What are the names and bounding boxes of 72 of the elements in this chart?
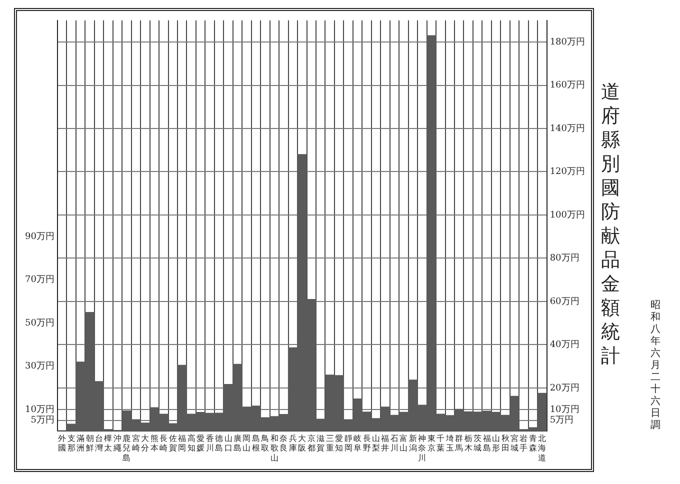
x-tick-label: 福岡	[178, 434, 186, 453]
x-tick-label: 福島	[482, 434, 491, 453]
y2-tick-label: 180万円	[550, 37, 586, 48]
x-tick-label: 愛媛	[196, 434, 205, 453]
x-tick-label: 香川	[206, 434, 214, 453]
x-tick-label: 滿洲	[76, 434, 85, 453]
x-tick-label: 岩手	[520, 434, 528, 453]
x-tick-label: 福井	[381, 434, 390, 453]
x-tick-label: 兵庫	[288, 434, 297, 453]
x-tick-label: 大阪	[298, 434, 306, 453]
x-tick-label: 鳥取	[260, 434, 270, 453]
x-tick-label: 岡山	[242, 434, 251, 453]
x-tick-label: 京都	[307, 434, 316, 453]
x-tick-label: 山口	[224, 434, 232, 453]
y-tick-label: 30万円	[25, 362, 54, 372]
y2-tick-label: 80万円	[550, 254, 580, 264]
x-tick-label: 佐賀	[168, 434, 177, 453]
x-tick-label: 靜岡	[344, 434, 352, 453]
x-tick-label: 沖繩	[112, 434, 122, 453]
x-tick-label: 青森	[528, 434, 537, 453]
x-tick-label: 富山	[400, 434, 408, 453]
x-tick-label: 宮城	[510, 434, 519, 453]
x-tick-label: 樺太	[104, 434, 112, 453]
x-tick-label: 熊本	[150, 434, 158, 453]
x-tick-label: 秋田	[501, 434, 510, 453]
x-tick-label: 山形	[492, 434, 500, 453]
x-tick-label: 大分	[141, 434, 150, 453]
x-tick-label: 石川	[390, 434, 398, 453]
x-tick-label: 外國	[58, 434, 66, 453]
x-tick-label: 神奈川	[418, 434, 426, 462]
x-tick-label: 廣島	[234, 434, 242, 453]
x-tick-label: 埼玉	[444, 434, 454, 453]
x-tick-label: 台灣	[95, 434, 103, 453]
x-tick-label: 新潟	[408, 434, 417, 453]
x-tick-label: 支那	[67, 434, 76, 453]
x-tick-label: 和歌山	[270, 434, 278, 462]
x-tick-label: 群馬	[454, 434, 464, 453]
x-tick-label: 宮崎	[132, 434, 140, 453]
y-tick-label: 10万円	[25, 404, 54, 415]
y-tick-label: 5万円	[30, 416, 54, 426]
y2-tick-label: 160万円	[550, 80, 586, 91]
y2-tick-label: 60万円	[550, 296, 580, 307]
y-tick-label: 70万円	[25, 275, 54, 286]
x-tick-label: 朝鮮	[86, 434, 94, 453]
x-tick-label: 東京	[427, 434, 436, 453]
y2-tick-label: 100万円	[550, 210, 586, 220]
y2-tick-label: 140万円	[550, 124, 586, 134]
x-tick-label: 島根	[252, 434, 260, 453]
x-tick-label: 三重	[326, 434, 334, 453]
y-tick-label: 90万円	[25, 232, 54, 242]
chart-title: 道府縣別國防献品金額統計	[601, 81, 620, 367]
y2-tick-label: 20万円	[550, 383, 580, 394]
x-tick-label: 滋賀	[316, 434, 325, 453]
y2-tick-label: 5万円	[550, 416, 574, 426]
x-tick-label: 奈良	[280, 434, 288, 453]
text: 昭和八年六月二十六日調	[650, 300, 660, 431]
y2-tick-label: 40万円	[550, 340, 580, 350]
x-tick-label: 愛知	[335, 434, 344, 453]
x-tick-label: 長崎	[160, 434, 168, 453]
y2-tick-label: 10万円	[550, 404, 580, 415]
x-tick-label: 茨城	[472, 434, 482, 453]
x-tick-label: 岐阜	[354, 434, 362, 453]
y-tick-label: 50万円	[25, 318, 54, 328]
x-tick-label: 栃木	[464, 434, 472, 453]
x-tick-label: 高知	[187, 434, 196, 453]
y2-tick-label: 120万円	[550, 167, 586, 178]
x-tick-label: 長野	[362, 434, 371, 453]
x-tick-label: 千葉	[436, 434, 445, 453]
x-tick-label: 鹿兒島	[122, 434, 131, 462]
x-tick-label: 山梨	[372, 434, 380, 453]
x-tick-label: 北海道	[538, 434, 546, 462]
x-tick-label: 德島	[215, 434, 224, 453]
